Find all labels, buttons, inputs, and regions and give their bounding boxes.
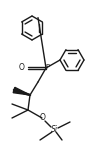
Text: O: O: [19, 64, 25, 72]
Text: O: O: [40, 113, 46, 122]
Text: P: P: [45, 64, 49, 70]
Text: Si: Si: [50, 126, 58, 135]
Polygon shape: [13, 87, 30, 95]
